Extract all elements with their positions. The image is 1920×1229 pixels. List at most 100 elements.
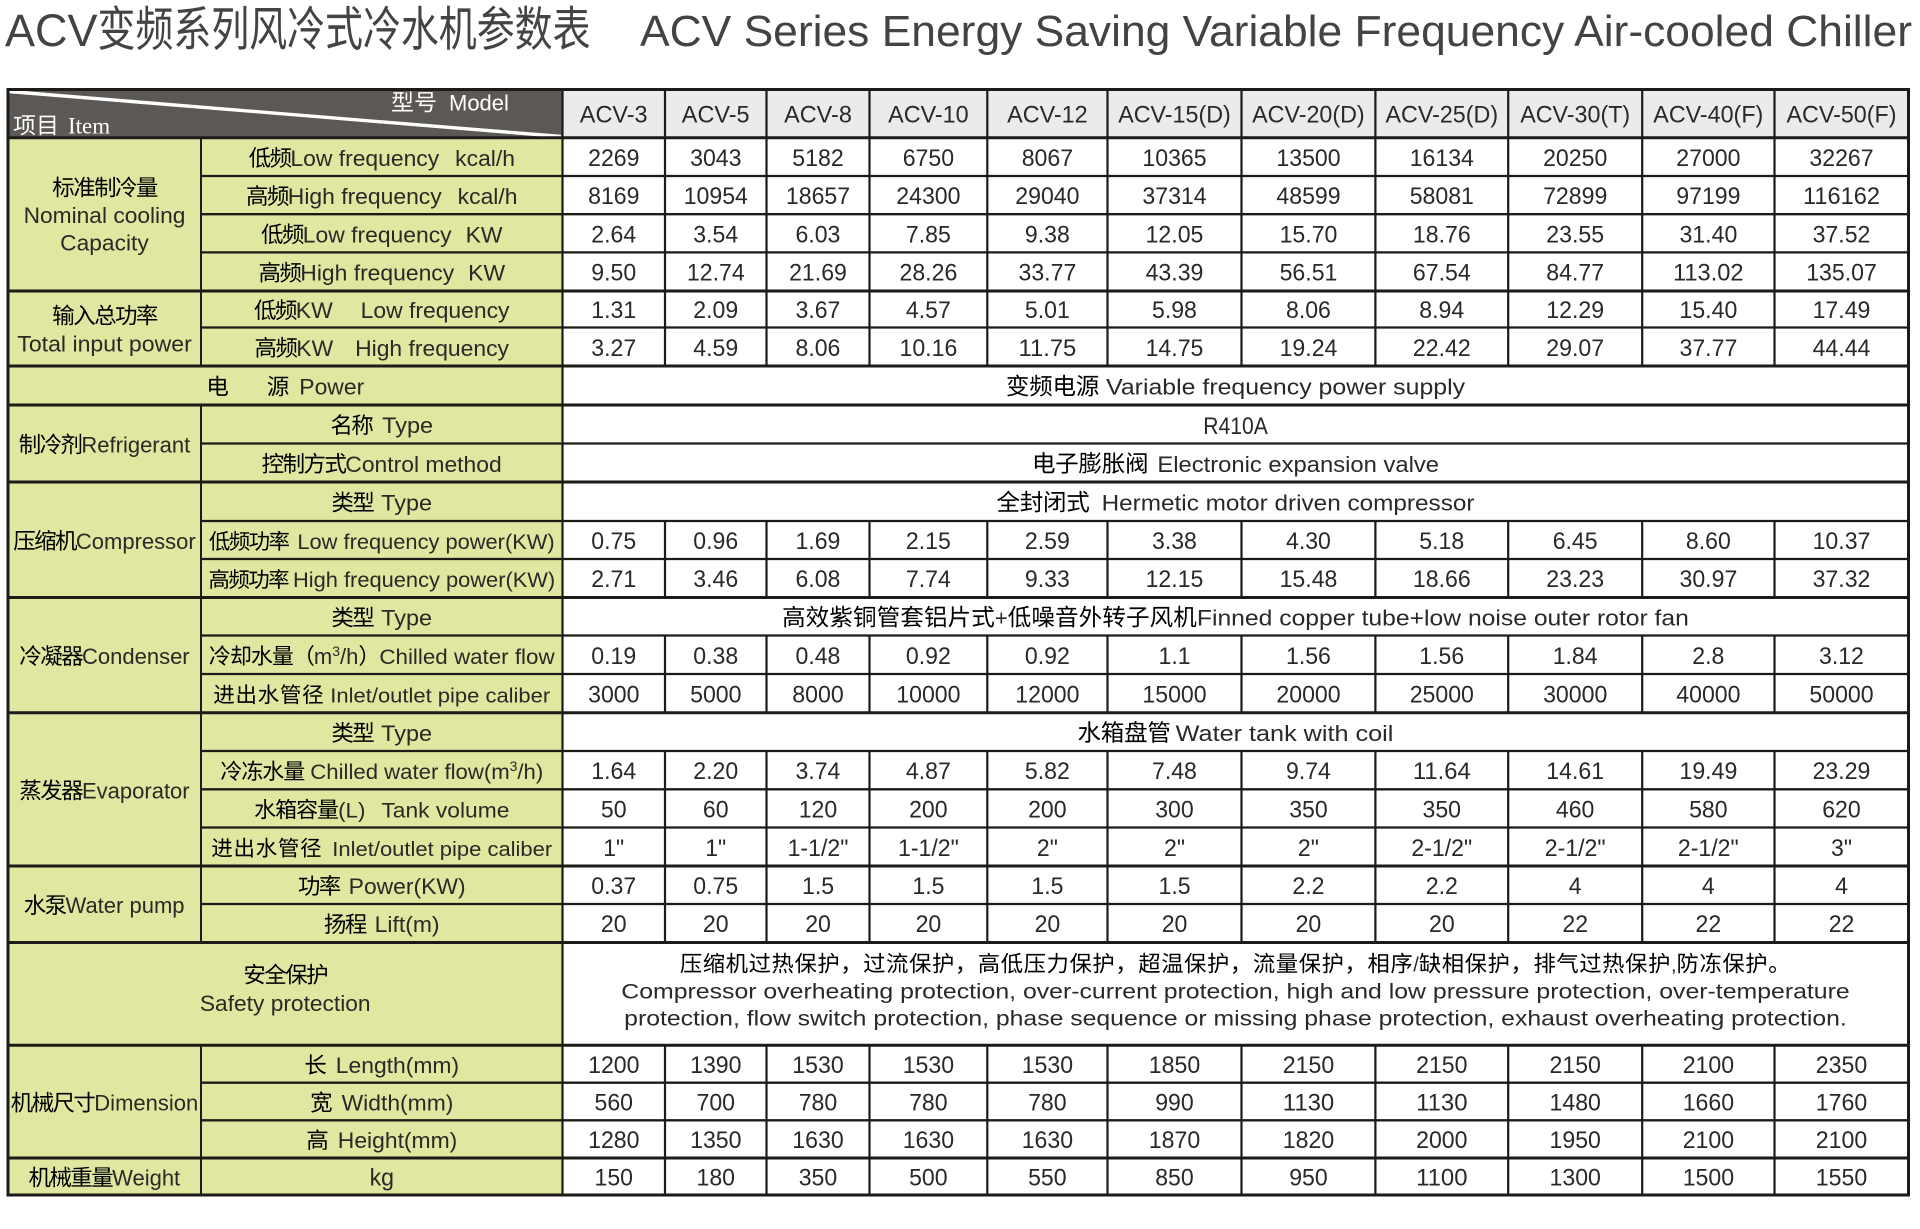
svg-text:2": 2" [1298, 835, 1319, 862]
svg-text:3.74: 3.74 [796, 758, 841, 785]
svg-text:180: 180 [697, 1165, 736, 1192]
svg-text:2350: 2350 [1816, 1052, 1867, 1079]
svg-text:40000: 40000 [1676, 681, 1740, 708]
svg-text:1.56: 1.56 [1286, 643, 1331, 670]
svg-text:2100: 2100 [1683, 1052, 1734, 1079]
svg-text:/h): /h) [517, 760, 543, 784]
svg-text:37.77: 37.77 [1680, 335, 1738, 362]
svg-text:Length(mm): Length(mm) [336, 1053, 459, 1078]
svg-text:10.16: 10.16 [900, 335, 958, 362]
svg-text:60: 60 [703, 796, 729, 823]
svg-text:500: 500 [909, 1165, 948, 1192]
svg-text:5.82: 5.82 [1025, 758, 1070, 785]
svg-text:1300: 1300 [1550, 1165, 1601, 1192]
svg-text:2": 2" [1164, 835, 1185, 862]
svg-text:High frequency: High frequency [300, 261, 454, 286]
svg-text:Low frequency: Low frequency [361, 298, 510, 323]
svg-text:20: 20 [601, 911, 627, 938]
svg-text:1530: 1530 [1022, 1052, 1073, 1079]
svg-text:KW: KW [296, 336, 333, 361]
svg-text:5182: 5182 [792, 145, 843, 172]
svg-text:990: 990 [1155, 1090, 1194, 1117]
svg-text:Control method: Control method [345, 452, 501, 477]
svg-text:Total input power: Total input power [17, 332, 192, 357]
svg-text:30000: 30000 [1543, 681, 1607, 708]
svg-text:1.56: 1.56 [1419, 643, 1464, 670]
svg-text:15.48: 15.48 [1280, 566, 1338, 593]
svg-text:ACV-3: ACV-3 [580, 101, 648, 128]
svg-text:18.66: 18.66 [1413, 566, 1471, 593]
svg-text:9.50: 9.50 [591, 260, 636, 287]
svg-text:Water tank with coil: Water tank with coil [1176, 721, 1394, 746]
svg-text:Chilled water flow: Chilled water flow [379, 645, 555, 669]
svg-text:Type: Type [381, 491, 432, 516]
svg-text:16134: 16134 [1410, 145, 1474, 172]
svg-text:Condenser: Condenser [82, 644, 190, 669]
svg-text:25000: 25000 [1410, 681, 1474, 708]
svg-text:17.49: 17.49 [1813, 297, 1871, 324]
svg-text:Refrigerant: Refrigerant [81, 433, 190, 458]
svg-text:2.2: 2.2 [1426, 873, 1458, 900]
svg-text:13500: 13500 [1276, 145, 1340, 172]
svg-text:1.1: 1.1 [1159, 643, 1191, 670]
svg-text:1.64: 1.64 [591, 758, 636, 785]
svg-text:Electronic expansion valve: Electronic expansion valve [1157, 452, 1439, 477]
svg-text:23.29: 23.29 [1813, 758, 1871, 785]
svg-text:84.77: 84.77 [1546, 260, 1604, 287]
svg-text:50: 50 [601, 796, 627, 823]
svg-text:Type: Type [381, 606, 432, 631]
svg-text:32267: 32267 [1809, 145, 1873, 172]
svg-text:1850: 1850 [1149, 1052, 1200, 1079]
svg-text:1820: 1820 [1283, 1127, 1334, 1154]
svg-text:2-1/2": 2-1/2" [1411, 835, 1472, 862]
svg-text:20: 20 [1035, 911, 1061, 938]
svg-text:50000: 50000 [1809, 681, 1873, 708]
svg-text:11.75: 11.75 [1019, 335, 1077, 362]
svg-text:4.59: 4.59 [693, 335, 738, 362]
svg-text:1630: 1630 [792, 1127, 843, 1154]
svg-text:1660: 1660 [1683, 1090, 1734, 1117]
svg-text:Nominal cooling: Nominal cooling [24, 203, 186, 228]
svg-text:580: 580 [1689, 796, 1728, 823]
svg-text:3.54: 3.54 [693, 221, 738, 248]
svg-text:Low frequency: Low frequency [303, 222, 452, 247]
svg-text:18.76: 18.76 [1413, 221, 1471, 248]
svg-text:Power(KW): Power(KW) [349, 874, 466, 899]
svg-text:0.75: 0.75 [693, 873, 738, 900]
svg-text:5.01: 5.01 [1025, 297, 1070, 324]
svg-text:ACV-20(D): ACV-20(D) [1252, 101, 1365, 128]
svg-text:Type: Type [382, 413, 433, 438]
svg-text:2.2: 2.2 [1292, 873, 1324, 900]
svg-text:22.42: 22.42 [1413, 335, 1471, 362]
svg-text:21.69: 21.69 [789, 260, 847, 287]
svg-text:ACV-40(F): ACV-40(F) [1653, 101, 1763, 128]
svg-text:2000: 2000 [1416, 1127, 1467, 1154]
svg-text:1870: 1870 [1149, 1127, 1200, 1154]
svg-text:Compressor: Compressor [76, 529, 196, 554]
svg-text:2269: 2269 [588, 145, 639, 172]
svg-text:2.09: 2.09 [693, 297, 738, 324]
svg-text:20000: 20000 [1276, 681, 1340, 708]
svg-text:2-1/2": 2-1/2" [1545, 835, 1606, 862]
svg-text:3.38: 3.38 [1152, 528, 1197, 555]
svg-text:1760: 1760 [1816, 1090, 1867, 1117]
svg-text:2.59: 2.59 [1025, 528, 1070, 555]
svg-text:15.40: 15.40 [1680, 297, 1738, 324]
svg-text:2150: 2150 [1550, 1052, 1601, 1079]
svg-text:6750: 6750 [903, 145, 954, 172]
svg-text:2-1/2": 2-1/2" [1678, 835, 1739, 862]
svg-text:780: 780 [1028, 1090, 1067, 1117]
svg-text:350: 350 [799, 1165, 838, 1192]
svg-text:8169: 8169 [588, 183, 639, 210]
svg-text:700: 700 [697, 1090, 736, 1117]
svg-text:1-1/2": 1-1/2" [898, 835, 959, 862]
svg-text:Item: Item [68, 114, 110, 139]
svg-text:72899: 72899 [1543, 183, 1607, 210]
svg-text:Weight: Weight [112, 1166, 180, 1191]
svg-text:5.98: 5.98 [1152, 297, 1197, 324]
svg-text:8.06: 8.06 [1286, 297, 1331, 324]
svg-text:2100: 2100 [1683, 1127, 1734, 1154]
svg-text:ACV-5: ACV-5 [682, 101, 750, 128]
svg-text:1350: 1350 [690, 1127, 741, 1154]
svg-text:4.57: 4.57 [906, 297, 951, 324]
